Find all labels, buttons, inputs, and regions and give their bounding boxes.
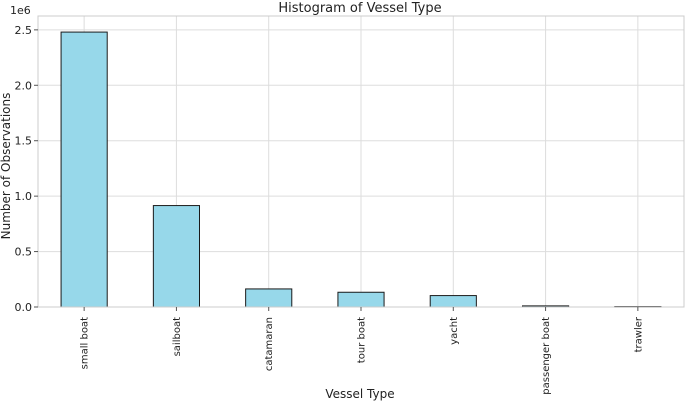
y-tick-label: 0.0	[15, 301, 33, 314]
y-tick-label: 0.5	[15, 246, 33, 259]
y-tick-label: 1.5	[15, 135, 33, 148]
x-axis-ticks: small boat sailboat catamaran tour boat yach…	[80, 307, 644, 395]
x-tick-label: passenger boat	[541, 317, 552, 395]
y-tick-label: 1.0	[15, 190, 33, 203]
y-offset-label: 1e6	[10, 4, 31, 17]
x-axis-label: Vessel Type	[325, 387, 394, 401]
grid-lines	[38, 16, 684, 308]
x-tick-label: small boat	[80, 317, 91, 369]
x-tick-label: sailboat	[172, 317, 183, 356]
x-tick-label: trawler	[633, 316, 644, 352]
bar-catamaran	[245, 288, 293, 308]
chart-title: Histogram of Vessel Type	[278, 1, 441, 16]
y-tick-label: 2.0	[15, 79, 33, 92]
bar-yacht	[429, 295, 477, 308]
x-tick-label: tour boat	[357, 317, 368, 363]
x-tick-label: yacht	[449, 317, 460, 345]
bar-small-boat	[60, 31, 108, 308]
bar-tour-boat	[337, 291, 385, 308]
x-tick-label: catamaran	[264, 317, 275, 371]
bars	[60, 31, 662, 308]
y-axis-label: Number of Observations	[0, 93, 13, 240]
y-axis-ticks: 0.0 0.5 1.0 1.5 2.0 2.5	[15, 24, 38, 314]
bar-sailboat	[152, 205, 201, 308]
y-tick-label: 2.5	[15, 24, 33, 37]
